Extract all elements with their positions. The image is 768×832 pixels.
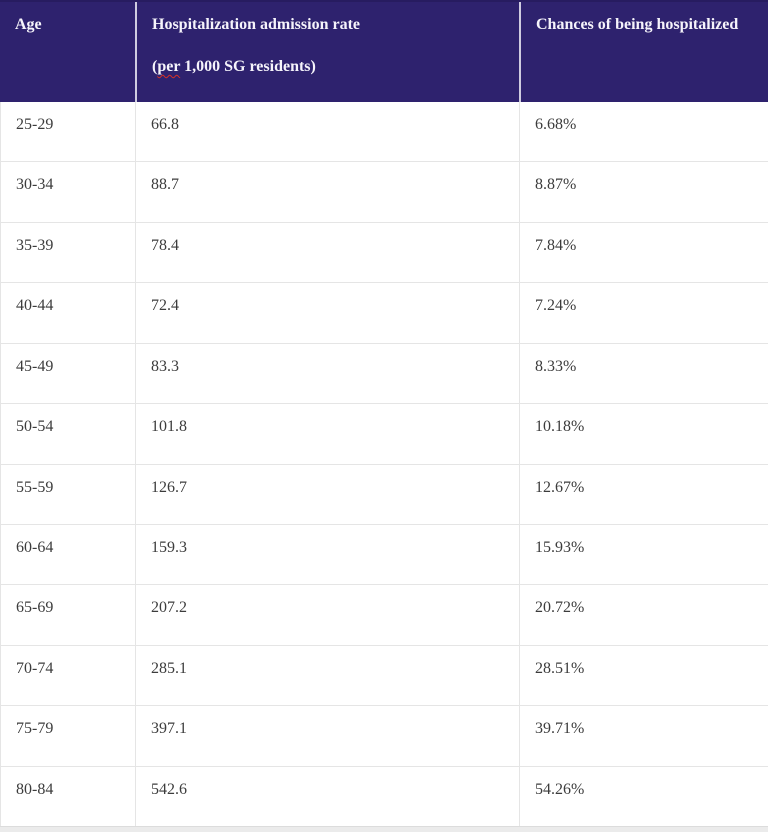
- header-rate-line1: Hospitalization admission rate: [152, 16, 361, 33]
- cell-chance-percent: 7.24%: [519, 283, 768, 343]
- cell-age-range: 75-79: [16, 720, 54, 738]
- table-row: 30-34 88.7 8.87%: [1, 162, 768, 223]
- cell-chance-percent: 54.26%: [519, 766, 768, 827]
- cell-age-range: 70-74: [16, 659, 54, 677]
- cell-admission-rate: 101.8: [135, 404, 519, 464]
- cell-age-range: 40-44: [16, 297, 54, 315]
- cell-chance-percent: 7.84%: [519, 222, 768, 283]
- header-cell-chances: Chances of being hospitalized: [519, 2, 768, 102]
- cell-chance-percent: 8.33%: [519, 343, 768, 404]
- header-rate-line2-prefix: (: [152, 58, 158, 75]
- table-row: 80-84 542.6 54.26%: [1, 766, 768, 827]
- table-row: 45-49 83.3 8.33%: [1, 343, 768, 405]
- cell-age-range: 30-34: [16, 176, 54, 194]
- cell-chance-percent: 28.51%: [519, 645, 768, 706]
- table-row: 55-59 126.7 12.67%: [1, 464, 768, 525]
- cell-admission-rate: 207.2: [135, 585, 519, 645]
- cell-age-range: 80-84: [16, 780, 54, 798]
- cell-age-range: 60-64: [16, 538, 54, 556]
- table-row: 35-39 78.4 7.84%: [1, 222, 768, 284]
- cell-age-range: 35-39: [16, 236, 54, 254]
- table-row: 40-44 72.4 7.24%: [1, 283, 768, 344]
- header-chances-label: Chances of being hospitalized: [536, 16, 739, 33]
- header-rate-line2-misspelled-word: per: [157, 58, 181, 75]
- cell-admission-rate: 159.3: [135, 524, 519, 585]
- table-row: 60-64 159.3 15.93%: [1, 524, 768, 586]
- cell-age-range: 65-69: [16, 599, 54, 617]
- cell-chance-percent: 6.68%: [519, 102, 768, 162]
- table-row: 50-54 101.8 10.18%: [1, 404, 768, 465]
- table-row: 25-29 66.8 6.68%: [1, 102, 768, 163]
- cell-admission-rate: 126.7: [135, 464, 519, 524]
- header-age-label: Age: [15, 16, 42, 33]
- cell-chance-percent: 39.71%: [519, 706, 768, 766]
- cell-admission-rate: 83.3: [135, 343, 519, 404]
- cell-chance-percent: 20.72%: [519, 585, 768, 645]
- cell-admission-rate: 66.8: [135, 102, 519, 162]
- header-rate-line2: (per 1,000 SG residents): [152, 54, 505, 79]
- cell-chance-percent: 12.67%: [519, 464, 768, 524]
- cell-admission-rate: 78.4: [135, 222, 519, 283]
- table-body: 25-29 66.8 6.68% 30-34 88.7 8.87% 35-39 …: [0, 102, 768, 827]
- table-header-row: Age Hospitalization admission rate (per …: [0, 0, 768, 102]
- cell-age-range: 45-49: [16, 357, 54, 375]
- table-bottom-strip: [0, 826, 768, 832]
- cell-admission-rate: 397.1: [135, 706, 519, 766]
- cell-age-range: 50-54: [16, 418, 54, 436]
- cell-age-range: 25-29: [16, 116, 54, 133]
- cell-age-range: 55-59: [16, 478, 54, 496]
- table-row: 75-79 397.1 39.71%: [1, 706, 768, 767]
- cell-chance-percent: 10.18%: [519, 404, 768, 464]
- cell-admission-rate: 285.1: [135, 645, 519, 706]
- cell-admission-rate: 72.4: [135, 283, 519, 343]
- cell-admission-rate: 542.6: [135, 766, 519, 827]
- cell-chance-percent: 15.93%: [519, 524, 768, 585]
- cell-chance-percent: 8.87%: [519, 162, 768, 222]
- table-row: 65-69 207.2 20.72%: [1, 585, 768, 646]
- cell-admission-rate: 88.7: [135, 162, 519, 222]
- header-cell-age: Age: [0, 2, 135, 102]
- header-rate-line2-rest: 1,000 SG residents): [180, 58, 316, 75]
- table-row: 70-74 285.1 28.51%: [1, 645, 768, 707]
- header-cell-admission-rate: Hospitalization admission rate (per 1,00…: [135, 2, 519, 102]
